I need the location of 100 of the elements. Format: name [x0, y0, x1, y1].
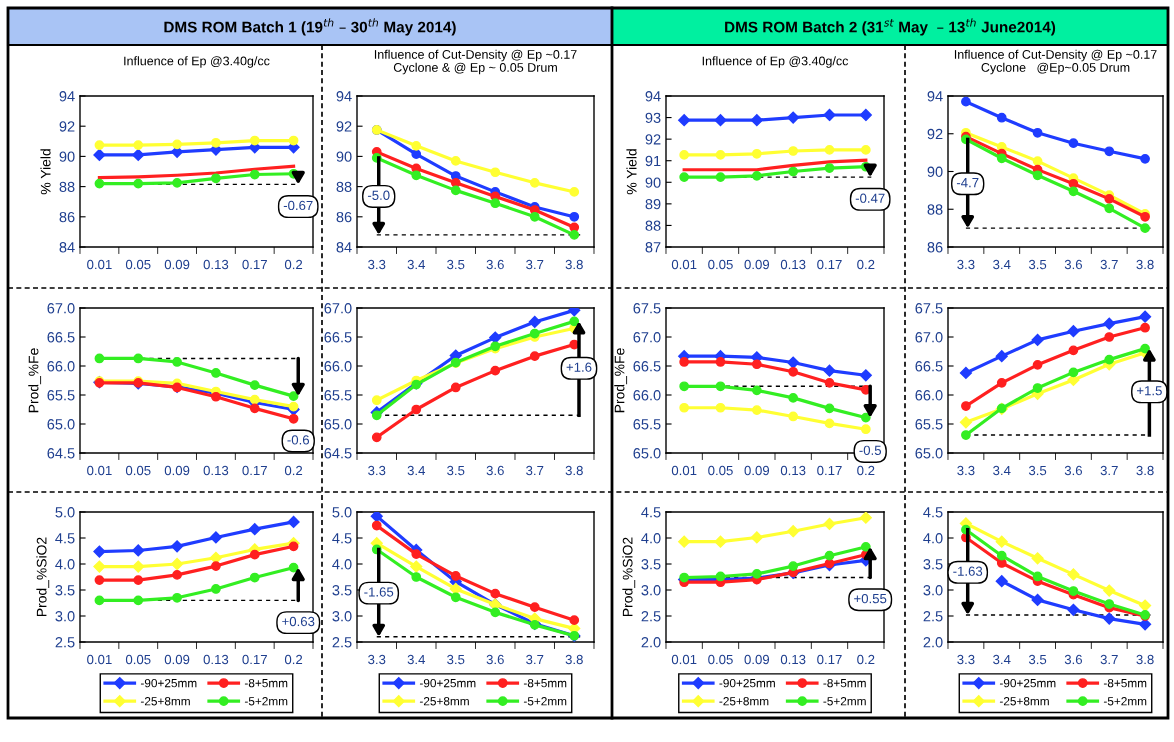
y-tick-label: 93 — [645, 112, 661, 123]
x-tick-label: 3.4 — [407, 654, 426, 665]
legend-label: -5+2mm — [523, 697, 567, 706]
x-tick-label: 3.7 — [1100, 259, 1118, 270]
x-tick-label: 0.2 — [284, 654, 303, 665]
x-tick-label: 0.2 — [857, 465, 875, 476]
y-tick-label: 2.5 — [641, 611, 661, 622]
x-tick-label: 0.01 — [87, 465, 112, 476]
y-tick-label: 4.0 — [55, 559, 75, 570]
annotation: -5.0 — [367, 190, 390, 200]
y-tick-label: 67.0 — [633, 332, 661, 343]
chart-title: DMS ROM Batch 2 (31$^{st}$ May – 13$^{th}$ June2014) — [725, 18, 1056, 36]
annotation: -4.7 — [956, 178, 979, 188]
x-tick-label: 0.13 — [780, 465, 806, 476]
x-tick-label: 0.13 — [203, 259, 229, 270]
x-tick-label: 3.6 — [486, 259, 504, 270]
x-tick-label: 0.17 — [242, 654, 267, 665]
y-tick-label: 66.5 — [324, 332, 352, 343]
y-tick-label: 4.0 — [641, 533, 661, 544]
x-tick-label: 3.8 — [1136, 465, 1154, 476]
x-tick-label: 0.05 — [708, 465, 733, 476]
y-tick-label: 87 — [645, 242, 661, 253]
x-tick-label: 3.3 — [368, 654, 386, 665]
x-tick-label: 0.09 — [744, 259, 770, 270]
x-tick-label: 3.3 — [368, 259, 386, 270]
legend-label: -5+2mm — [823, 697, 866, 706]
y-tick-label: 67.5 — [633, 303, 661, 314]
x-tick-label: 0.17 — [817, 654, 842, 665]
x-tick-label: 3.3 — [957, 465, 975, 476]
y-tick-label: 64.5 — [324, 448, 352, 459]
y-tick-label: 94 — [927, 91, 943, 102]
legend-label: -25+8mm — [140, 697, 190, 706]
y-tick-label: 91 — [645, 155, 661, 167]
y-tick-label: 90 — [927, 166, 943, 177]
x-tick-label: 0.2 — [857, 259, 875, 270]
x-tick-label: 3.6 — [1064, 654, 1083, 665]
y-tick-label: 3.0 — [641, 585, 661, 596]
y-tick-label: 84 — [336, 242, 352, 253]
x-tick-label: 0.17 — [242, 465, 267, 476]
x-tick-label: 3.4 — [407, 465, 426, 476]
y-tick-label: 90 — [59, 151, 75, 162]
x-tick-label: 3.8 — [1136, 654, 1154, 665]
y-tick-label: 92 — [59, 121, 75, 132]
legend-label: -25+8mm — [419, 697, 469, 706]
x-tick-label: 3.5 — [1028, 259, 1047, 270]
legend-label: -8+5mm — [823, 678, 866, 688]
x-tick-label: 0.17 — [817, 259, 842, 270]
x-tick-label: 3.4 — [993, 654, 1011, 665]
y-tick-label: 88 — [645, 220, 661, 231]
x-tick-label: 0.09 — [164, 259, 190, 270]
legend-label: -25+8mm — [999, 697, 1049, 706]
y-tick-label: 3.5 — [641, 559, 661, 570]
x-tick-label: 0.05 — [708, 654, 733, 665]
x-tick-label: 0.09 — [744, 654, 770, 665]
x-tick-label: 3.5 — [447, 259, 465, 270]
x-tick-label: 0.01 — [671, 259, 697, 270]
y-tick-label: 86 — [336, 211, 352, 223]
x-tick-label: 3.5 — [1028, 654, 1047, 665]
y-tick-label: 4.0 — [923, 533, 943, 544]
y-tick-label: 64.5 — [47, 448, 75, 459]
x-tick-label: 3.8 — [565, 259, 583, 270]
y-tick-label: 66.5 — [633, 361, 661, 372]
legend-label: -90+25mm — [140, 678, 197, 688]
x-tick-label: 3.5 — [1028, 465, 1047, 476]
y-tick-label: 5.0 — [55, 507, 75, 518]
y-tick-label: 3.0 — [923, 585, 943, 596]
x-tick-label: 3.8 — [565, 654, 583, 665]
annotation: -1.63 — [953, 566, 983, 576]
y-tick-label: 90 — [645, 177, 661, 188]
y-tick-label: 90 — [336, 151, 352, 162]
x-tick-label: 3.7 — [1100, 465, 1118, 476]
chart-subtitle: Influence of Ep @3.40g/cc — [702, 56, 849, 68]
y-tick-label: 2.0 — [923, 637, 943, 648]
x-tick-label: 0.05 — [708, 259, 733, 270]
y-tick-label: 4.5 — [641, 507, 661, 518]
annotation: -0.67 — [283, 200, 313, 211]
y-tick-label: 65.0 — [324, 419, 352, 430]
y-tick-label: 3.0 — [55, 611, 75, 622]
y-tick-label: 4.5 — [332, 533, 352, 544]
y-tick-label: 3.5 — [55, 585, 75, 596]
y-tick-label: 3.5 — [332, 585, 352, 596]
legend-label: -5+2mm — [244, 697, 288, 706]
y-axis-title: Prod_%Fe — [614, 348, 628, 413]
x-tick-label: 3.7 — [526, 259, 544, 270]
legend-label: -90+25mm — [999, 678, 1056, 688]
y-tick-label: 3.0 — [332, 611, 352, 622]
x-tick-label: 0.2 — [857, 654, 875, 665]
y-tick-label: 65.5 — [633, 419, 661, 430]
y-tick-label: 66.5 — [915, 361, 943, 372]
y-tick-label: 66.0 — [47, 361, 75, 372]
x-tick-label: 3.4 — [993, 465, 1011, 476]
y-tick-label: 66.0 — [633, 390, 661, 401]
x-tick-label: 3.6 — [486, 654, 504, 665]
y-tick-label: 89 — [645, 198, 661, 210]
y-tick-label: 67.5 — [915, 303, 943, 314]
y-tick-label: 2.5 — [923, 611, 943, 622]
y-tick-label: 2.5 — [55, 637, 75, 648]
y-tick-label: 86 — [927, 242, 943, 253]
y-axis-title: Prod_%Fe — [28, 348, 42, 413]
legend-label: -8+5mm — [1103, 678, 1147, 688]
